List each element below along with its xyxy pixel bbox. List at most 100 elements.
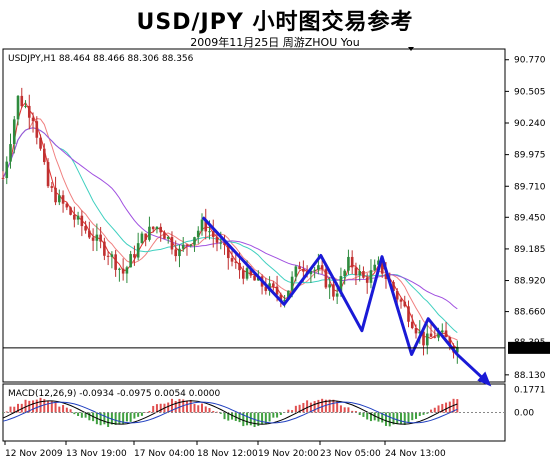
macd-bar bbox=[204, 406, 207, 413]
candle-body bbox=[159, 226, 162, 233]
macd-bar bbox=[396, 412, 399, 424]
macd-bar bbox=[137, 412, 140, 417]
candle-body bbox=[407, 306, 410, 322]
macd-bar bbox=[306, 400, 309, 413]
macd-bar bbox=[422, 412, 425, 415]
candle-body bbox=[204, 219, 208, 232]
macd-bar bbox=[403, 412, 406, 425]
macd-bar bbox=[212, 410, 215, 413]
macd-bar bbox=[58, 406, 61, 413]
current-price-label: 88.356 bbox=[513, 344, 545, 354]
macd-bar bbox=[291, 410, 294, 413]
candle-body bbox=[189, 244, 193, 246]
macd-bar bbox=[88, 412, 91, 421]
candle-body bbox=[95, 234, 99, 241]
macd-bar bbox=[347, 407, 350, 413]
chart-shift-marker bbox=[408, 47, 414, 51]
candle-body bbox=[9, 144, 12, 162]
symbol-label: USDJPY,H1 88.464 88.466 88.306 88.356 bbox=[8, 54, 194, 64]
macd-bar bbox=[13, 406, 16, 413]
macd-bar bbox=[264, 412, 267, 425]
macd-bar bbox=[140, 412, 143, 416]
macd-bar bbox=[388, 412, 391, 427]
macd-bar bbox=[197, 405, 200, 413]
candle-body bbox=[84, 226, 87, 231]
macd-bar bbox=[433, 407, 436, 413]
macd-bar bbox=[309, 402, 312, 413]
candle-body bbox=[429, 333, 433, 337]
candle-body bbox=[50, 186, 54, 188]
candle-body bbox=[223, 242, 226, 245]
candle-body bbox=[133, 254, 136, 258]
candle-body bbox=[12, 119, 16, 145]
candle-body bbox=[365, 277, 369, 283]
macd-bar bbox=[167, 402, 170, 413]
y-tick-label: 88.130 bbox=[514, 371, 546, 381]
candle-body bbox=[125, 267, 129, 274]
macd-bar bbox=[223, 412, 226, 420]
candle-body bbox=[118, 268, 121, 270]
macd-bar bbox=[185, 400, 188, 413]
macd-bar bbox=[193, 403, 196, 413]
ma-line-3 bbox=[2, 127, 458, 333]
candle-body bbox=[354, 267, 358, 276]
candle-body bbox=[433, 336, 437, 338]
macd-bar bbox=[268, 412, 271, 422]
macd-bar bbox=[332, 399, 335, 413]
ma-line-4 bbox=[2, 127, 458, 310]
macd-bar bbox=[246, 412, 249, 426]
macd-bar bbox=[407, 412, 410, 424]
macd-bar bbox=[227, 412, 230, 421]
candle-body bbox=[215, 236, 219, 243]
candle-body bbox=[80, 215, 84, 227]
candle-body bbox=[163, 232, 166, 239]
macd-bar bbox=[354, 411, 357, 413]
macd-bar bbox=[54, 402, 57, 413]
candle-body bbox=[39, 137, 42, 149]
candle-body bbox=[24, 105, 27, 107]
macd-bar bbox=[411, 412, 414, 421]
macd-bar bbox=[437, 405, 440, 413]
candle-body bbox=[317, 265, 320, 270]
candle-body bbox=[399, 299, 403, 302]
candle-body bbox=[200, 219, 204, 231]
y-tick-label: 89.710 bbox=[514, 182, 546, 192]
candle-body bbox=[422, 331, 425, 346]
candle-body bbox=[335, 293, 339, 297]
candle-body bbox=[76, 215, 80, 220]
candle-body bbox=[309, 270, 313, 275]
macd-bar bbox=[456, 399, 459, 413]
macd-bar bbox=[174, 401, 177, 413]
macd-bar bbox=[118, 412, 121, 425]
macd-signal-line bbox=[2, 401, 458, 424]
macd-bar bbox=[200, 403, 203, 413]
macd-bar bbox=[324, 399, 327, 413]
candle-body bbox=[347, 256, 350, 271]
macd-bar bbox=[77, 412, 80, 416]
candle-body bbox=[136, 243, 140, 258]
candle-body bbox=[373, 264, 377, 271]
trend-zigzag bbox=[201, 216, 459, 356]
macd-bar bbox=[445, 402, 448, 413]
macd-bar bbox=[377, 412, 380, 422]
candle-body bbox=[144, 233, 147, 240]
candle-body bbox=[294, 266, 298, 277]
macd-bar bbox=[298, 404, 301, 413]
macd-bar bbox=[28, 400, 31, 413]
candle-body bbox=[234, 261, 238, 263]
candle-body bbox=[91, 237, 95, 241]
candle-body bbox=[54, 187, 57, 203]
macd-bar bbox=[430, 409, 433, 413]
candle-body bbox=[440, 330, 444, 333]
candle-body bbox=[193, 237, 196, 245]
macd-label: MACD(12,26,9) -0.0934 -0.0975 0.0054 0.0… bbox=[8, 389, 221, 399]
y-tick-label: 88.920 bbox=[514, 277, 546, 287]
candle-body bbox=[444, 330, 448, 338]
candle-body bbox=[350, 256, 354, 268]
candle-body bbox=[328, 284, 331, 288]
macd-bar bbox=[366, 412, 369, 420]
macd-bar bbox=[321, 398, 324, 413]
candle-body bbox=[219, 242, 223, 244]
candle-body bbox=[20, 95, 24, 107]
candle-body bbox=[272, 283, 275, 287]
